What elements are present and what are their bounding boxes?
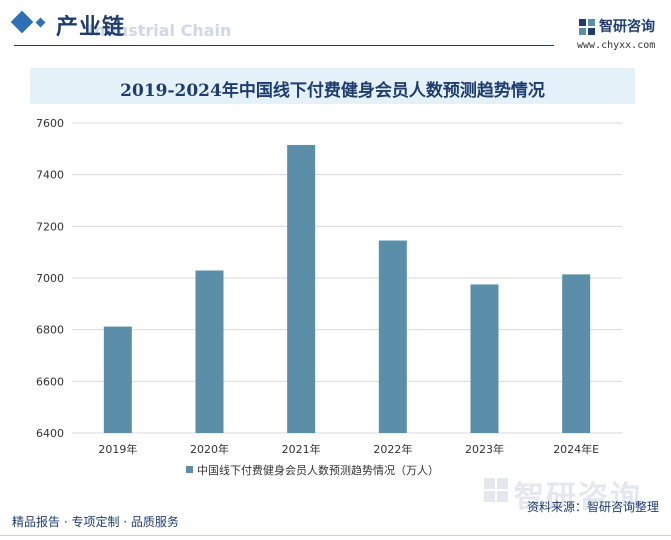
x-tick-label: 2024年E [553,442,599,456]
source-note: 资料来源：智研咨询整理 [526,500,659,514]
footer-tagline: 精品报告 · 专项定制 · 品质服务 [12,515,179,529]
diamond-icon [10,10,34,34]
y-tick-label: 7200 [36,220,64,233]
y-tick-label: 7600 [36,117,64,130]
y-tick-label: 6800 [36,324,64,337]
x-tick-label: 2020年 [190,442,229,456]
bar [562,274,591,433]
bar [378,240,407,433]
bar [287,144,316,434]
legend-label: 中国线下付费健身会员人数预测趋势情况（万人） [197,463,439,477]
watermark-logo-icon [484,478,508,502]
y-tick-label: 7400 [36,169,64,182]
y-tick-label: 6400 [36,427,64,440]
section-title: 产业链 [56,15,126,40]
bar [195,270,224,433]
chart-title: 2019-2024年中国线下付费健身会员人数预测趋势情况 [120,81,545,101]
section-subtitle: Industrial Chain [88,21,232,40]
chart-title-band: 2019-2024年中国线下付费健身会员人数预测趋势情况 [30,68,635,104]
x-tick-label: 2021年 [282,442,321,456]
watermark: 智研咨询 [514,480,642,515]
bar-chart: 6400 6600 6800 7000 7200 7400 7600 2019年 2020年 20… [36,117,622,477]
brand-name[interactable]: 智研咨询 [599,19,655,35]
x-tick-label: 2019年 [98,442,137,456]
bar [103,326,132,433]
brand-logo-icon [579,19,595,35]
y-tick-label: 7000 [36,272,64,285]
legend-swatch [186,466,193,473]
header-divider [14,45,554,46]
page-header: Industrial Chain 产业链 智研咨询 www.chyxx.com [0,0,671,51]
x-tick-label: 2023年 [465,442,504,456]
y-tick-label: 6600 [36,375,64,388]
bar [470,284,499,433]
footer-divider [0,535,671,536]
small-diamond-icon [35,17,46,28]
brand-url[interactable]: www.chyxx.com [577,40,656,51]
x-tick-label: 2022年 [373,442,412,456]
